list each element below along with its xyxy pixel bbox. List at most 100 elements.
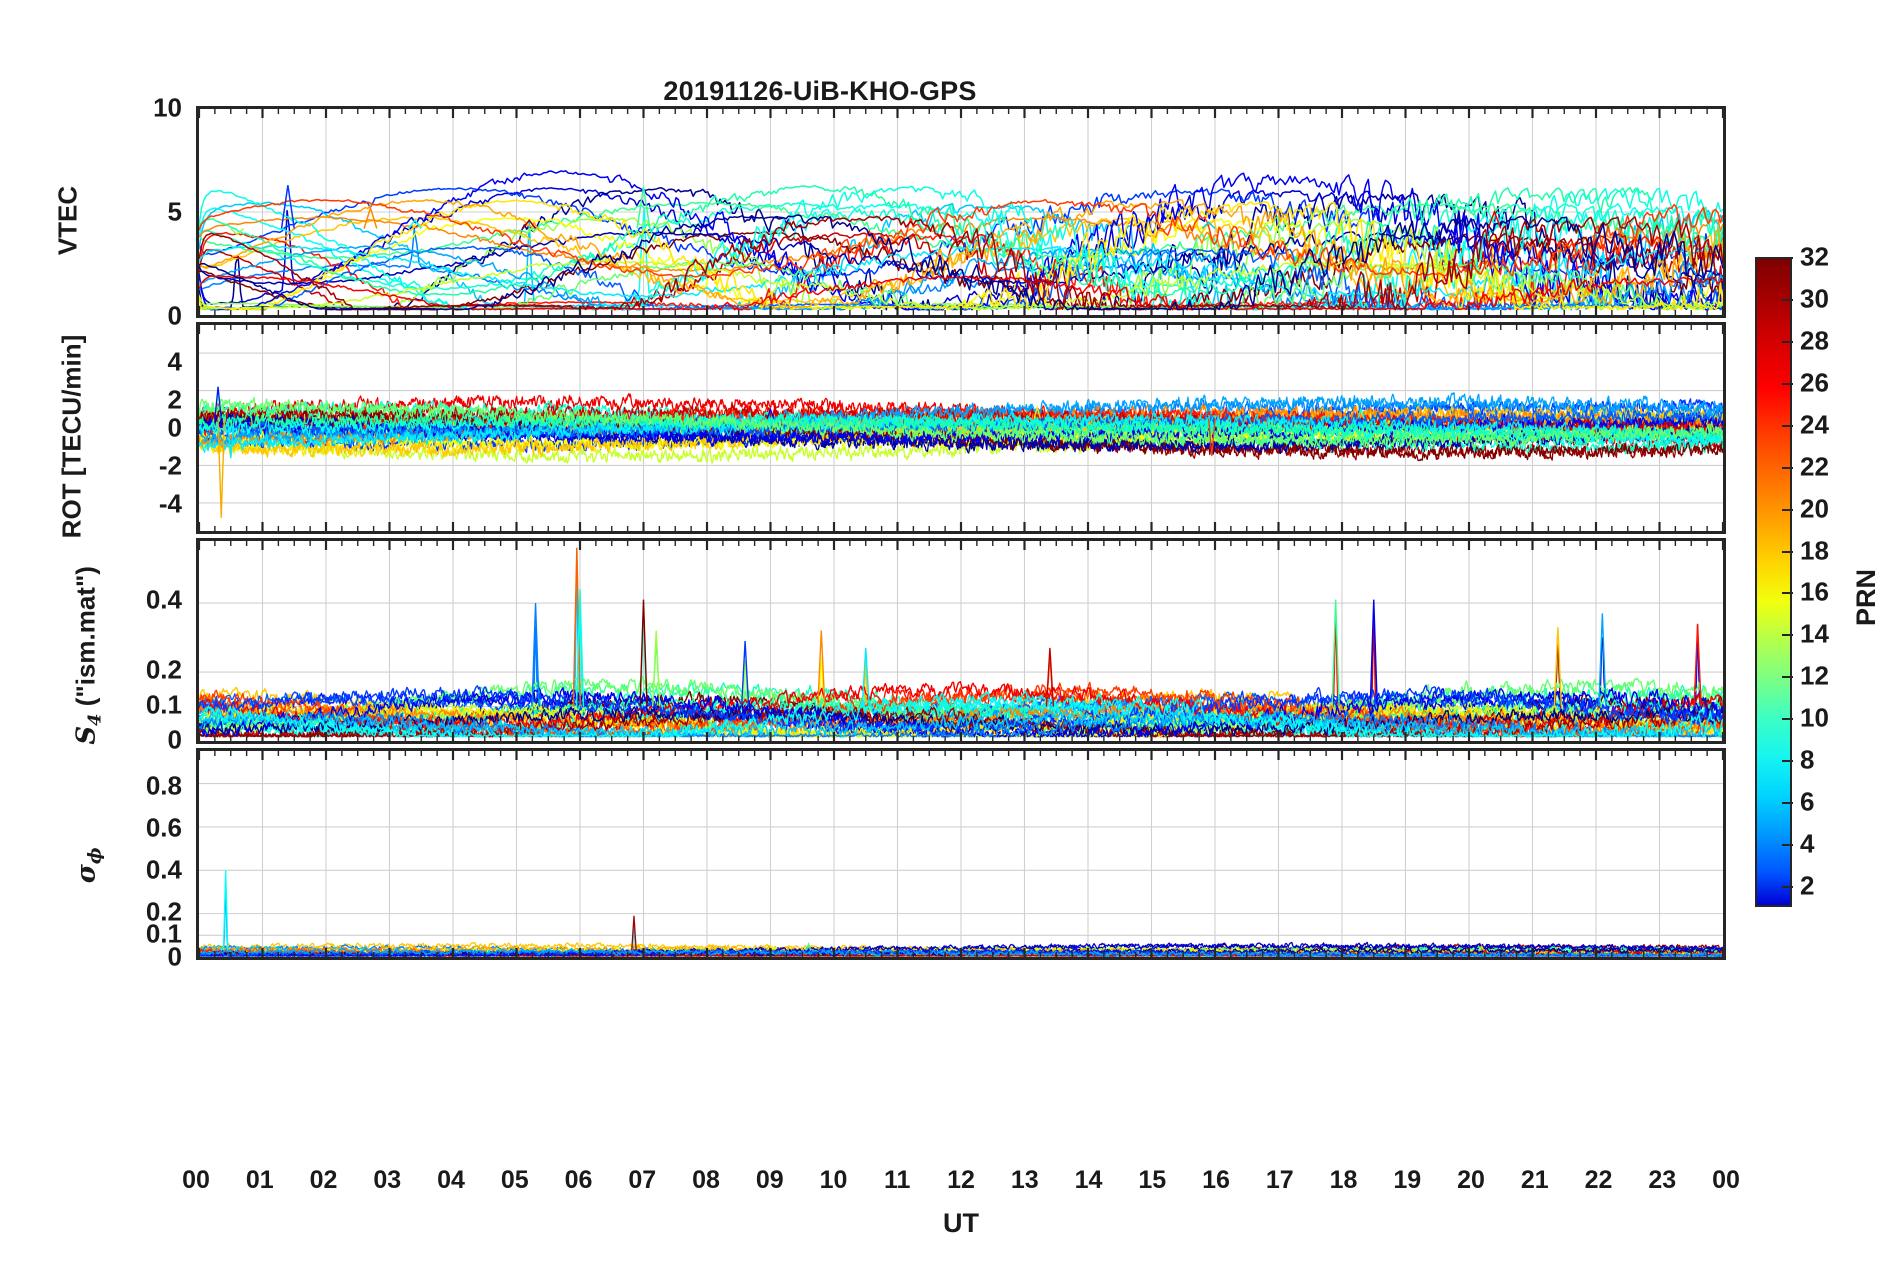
peak-trace bbox=[1208, 418, 1216, 457]
x-axis-label: UT bbox=[943, 1208, 979, 1238]
peak-spikes bbox=[531, 547, 1702, 707]
trace bbox=[199, 396, 1723, 450]
x-axis-tick: 02 bbox=[309, 1166, 338, 1194]
peak-trace bbox=[525, 407, 533, 419]
trace bbox=[199, 710, 1723, 738]
peak-trace bbox=[766, 407, 775, 419]
colorbar-tick: 18 bbox=[1800, 535, 1829, 566]
panel-vtec bbox=[196, 106, 1726, 318]
peak-trace bbox=[740, 640, 750, 707]
sigma-phi-ytick: 0.4 bbox=[145, 854, 182, 885]
colorbar-tick: 10 bbox=[1800, 702, 1829, 733]
colorbar-tick-mark bbox=[1782, 550, 1793, 553]
trace bbox=[199, 705, 1723, 737]
x-axis-tick: 15 bbox=[1138, 1166, 1167, 1194]
peak-trace bbox=[575, 589, 585, 707]
peak-trace bbox=[296, 409, 305, 419]
colorbar-tick-mark bbox=[1782, 718, 1793, 721]
x-axis-tick: 00 bbox=[1712, 1166, 1740, 1194]
colorbar-tick: 20 bbox=[1800, 493, 1829, 524]
colorbar-tick: 24 bbox=[1800, 409, 1829, 440]
colorbar-tick: 30 bbox=[1800, 283, 1829, 314]
x-axis-tick: 09 bbox=[755, 1166, 784, 1194]
x-axis-tick: 17 bbox=[1265, 1166, 1294, 1194]
rot-ytick: 2 bbox=[167, 384, 182, 415]
x-axis-tick: 05 bbox=[500, 1166, 529, 1194]
x-axis-tick: 13 bbox=[1010, 1166, 1039, 1194]
trace bbox=[199, 684, 1723, 738]
peak-trace bbox=[1331, 599, 1340, 707]
peak-trace bbox=[222, 870, 229, 951]
peak-spikes bbox=[230, 185, 1502, 236]
peak-trace bbox=[407, 219, 422, 229]
s4-plot-area bbox=[199, 541, 1723, 741]
peak-trace bbox=[861, 647, 870, 707]
x-axis-tick: 22 bbox=[1584, 1166, 1613, 1194]
panel-sigma-phi bbox=[196, 748, 1726, 960]
colorbar-tick: 12 bbox=[1800, 660, 1829, 691]
trace bbox=[199, 198, 1723, 309]
colorbar-tick: 14 bbox=[1800, 618, 1829, 649]
x-axis-tick: 19 bbox=[1393, 1166, 1422, 1194]
colorbar-tick: 28 bbox=[1800, 325, 1829, 356]
x-axis-tick: 01 bbox=[245, 1166, 274, 1194]
x-axis-tick: 06 bbox=[564, 1166, 593, 1194]
peak-trace bbox=[214, 386, 222, 419]
x-axis-tick: 16 bbox=[1202, 1166, 1230, 1194]
s4-ytick: 0.1 bbox=[145, 689, 182, 720]
s4-ytick: 0.4 bbox=[145, 584, 182, 615]
peak-trace bbox=[1201, 221, 1216, 230]
x-axis-tick: 10 bbox=[819, 1166, 848, 1194]
tick-marks bbox=[199, 541, 1723, 741]
colorbar-tick-mark bbox=[1782, 382, 1793, 385]
x-axis-tick: 18 bbox=[1329, 1166, 1358, 1194]
sigma-phi-ytick: 0.8 bbox=[145, 770, 182, 801]
x-axis-tick: 00 bbox=[182, 1166, 210, 1194]
colorbar-gradient bbox=[1757, 259, 1790, 905]
panel-rot bbox=[196, 322, 1726, 534]
vtec-ytick: 5 bbox=[167, 196, 182, 227]
colorbar-tick-mark bbox=[1782, 466, 1793, 469]
peak-trace bbox=[1357, 407, 1365, 419]
colorbar-tick-mark bbox=[1782, 802, 1793, 805]
x-axis-tick: 12 bbox=[947, 1166, 975, 1194]
colorbar-tick: 2 bbox=[1800, 870, 1815, 901]
x-axis-tick: 03 bbox=[373, 1166, 402, 1194]
colorbar-tick-mark bbox=[1782, 340, 1793, 343]
colorbar-tick-mark bbox=[1782, 634, 1793, 637]
trace bbox=[199, 215, 1723, 311]
peak-trace bbox=[1693, 623, 1702, 707]
colorbar-tick-mark bbox=[1782, 508, 1793, 511]
peak-trace bbox=[226, 418, 235, 459]
peak-trace bbox=[1072, 944, 1079, 951]
colorbar-label: PRN bbox=[1851, 568, 1882, 627]
x-axis-tick: 23 bbox=[1648, 1166, 1677, 1194]
peak-trace bbox=[1017, 221, 1032, 230]
peak-trace bbox=[1033, 405, 1042, 419]
colorbar-tick-mark bbox=[1782, 886, 1793, 889]
peak-trace bbox=[1553, 627, 1563, 707]
peak-trace bbox=[363, 205, 378, 229]
tick-marks bbox=[199, 325, 1723, 531]
x-axis-tick: 07 bbox=[628, 1166, 657, 1194]
colorbar-tick-mark bbox=[1782, 298, 1793, 301]
colorbar-tick: 8 bbox=[1800, 744, 1815, 775]
x-axis-tick: 08 bbox=[692, 1166, 720, 1194]
peak-trace bbox=[1369, 599, 1378, 707]
x-axis-tick: 21 bbox=[1520, 1166, 1549, 1194]
colorbar-tick: 16 bbox=[1800, 576, 1829, 607]
trace bbox=[199, 244, 1723, 298]
colorbar-tick: 32 bbox=[1800, 241, 1829, 272]
sigma-phi-ytick: 0.6 bbox=[145, 812, 182, 843]
peak-trace bbox=[805, 941, 812, 951]
peak-trace bbox=[522, 219, 537, 229]
panel-s4 bbox=[196, 538, 1726, 744]
colorbar-tick: 26 bbox=[1800, 367, 1829, 398]
trace bbox=[199, 699, 1723, 738]
tick-marks bbox=[199, 109, 1723, 315]
figure-title: 20191126-UiB-KHO-GPS bbox=[663, 76, 977, 106]
peak-trace bbox=[1045, 647, 1055, 707]
rot-ytick: -4 bbox=[158, 488, 182, 519]
colorbar-tick-mark bbox=[1782, 760, 1793, 763]
